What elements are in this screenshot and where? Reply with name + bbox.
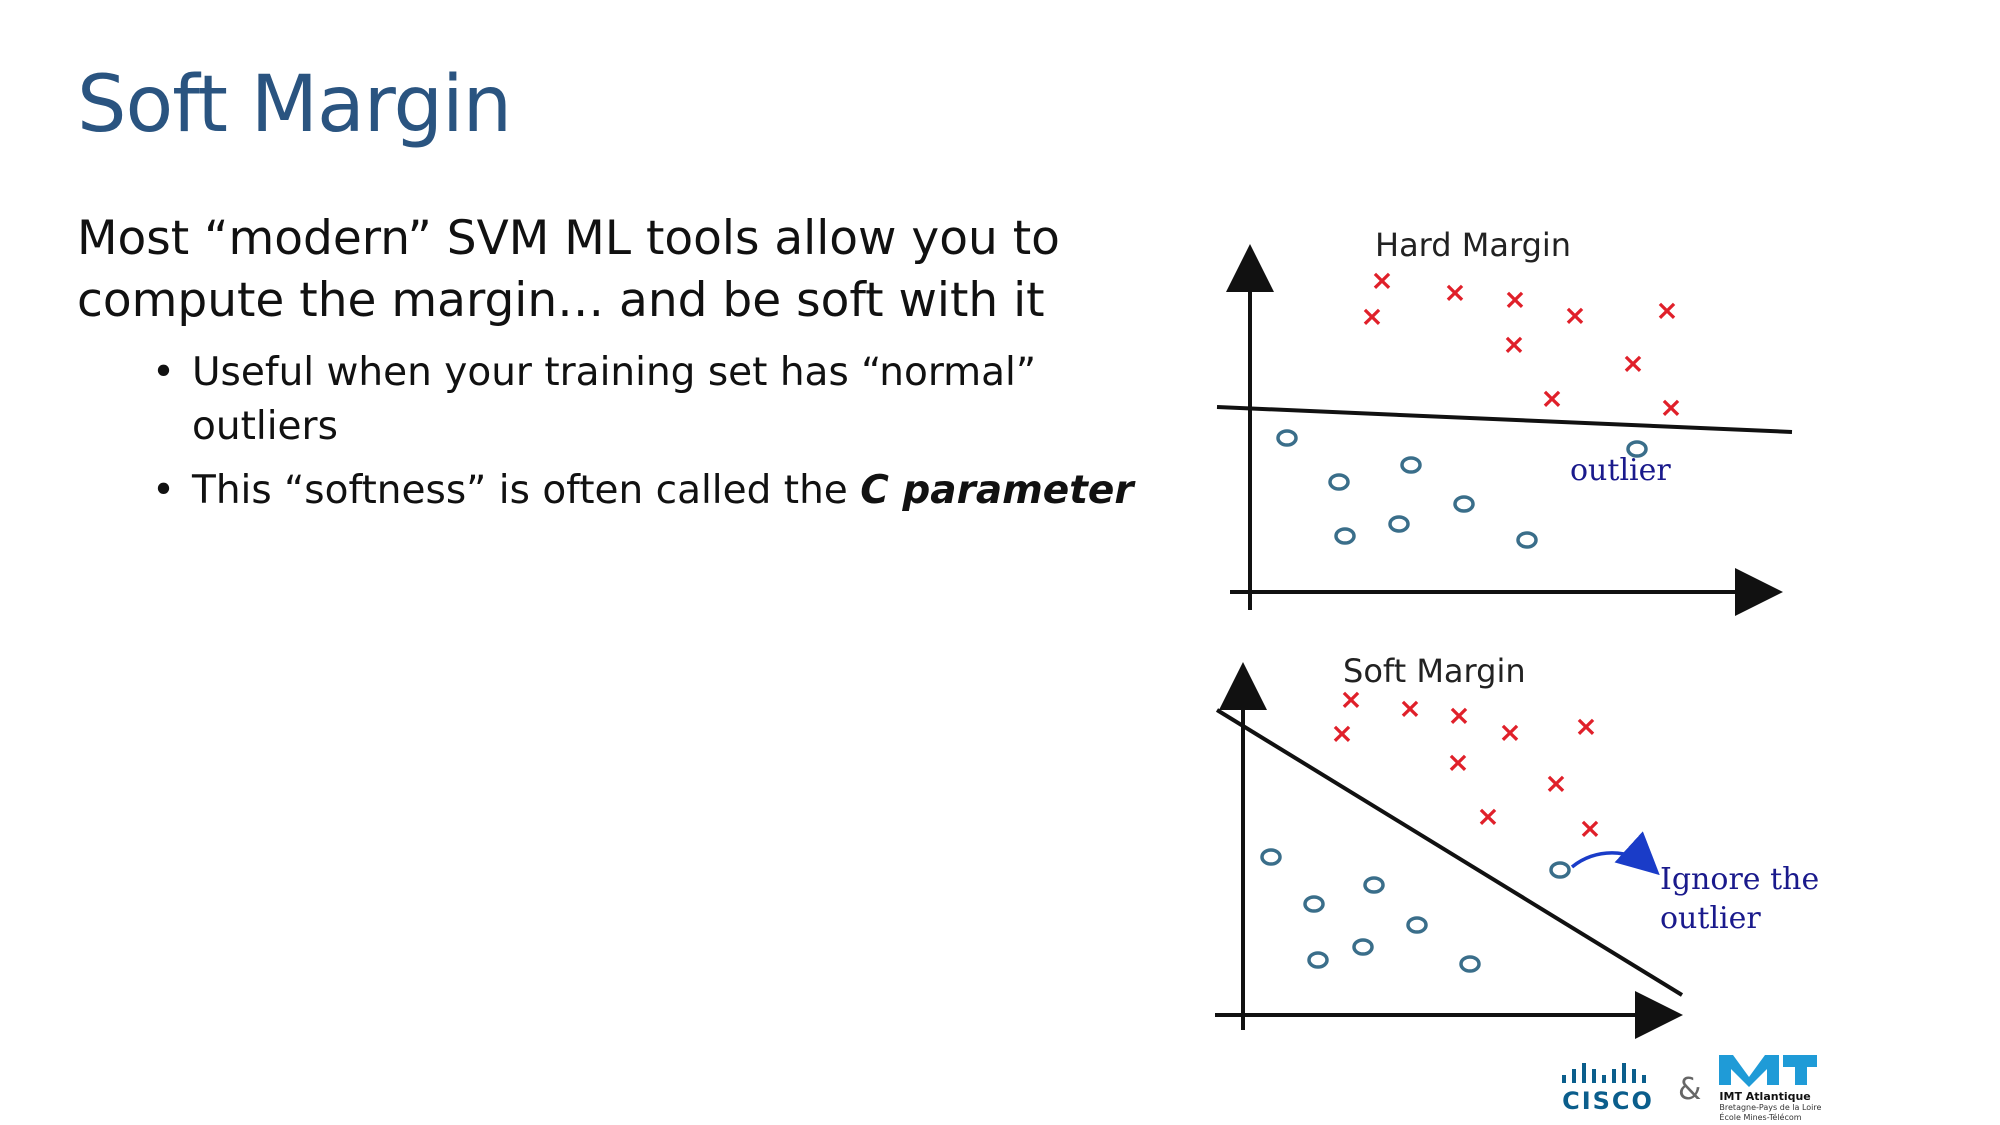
bullet-1-line-1: Useful when your training set has “norma…	[192, 350, 1037, 395]
hard-positive-points: × × × × × × × × × ×	[1360, 264, 1682, 424]
cross-icon: ×	[1498, 716, 1521, 749]
circle-point-icon	[1459, 955, 1481, 973]
cross-icon: ×	[1339, 683, 1362, 716]
imt-subtitle-1: Bretagne-Pays de la Loire	[1719, 1103, 1822, 1112]
ignore-label-line-2: outlier	[1660, 901, 1761, 936]
cross-icon: ×	[1563, 299, 1586, 332]
cisco-wordmark: CISCO	[1562, 1087, 1654, 1115]
cross-icon: ×	[1578, 812, 1601, 845]
circle-point-icon	[1328, 473, 1350, 491]
ampersand: &	[1678, 1071, 1702, 1107]
circle-point-icon	[1406, 916, 1428, 934]
hard-margin-title: Hard Margin	[1375, 226, 1571, 264]
circle-point-icon	[1388, 515, 1410, 533]
bullet-item-outliers: • Useful when your training set has “nor…	[77, 346, 1157, 454]
hard-negative-points	[1276, 429, 1648, 549]
cross-icon: ×	[1370, 264, 1393, 297]
ignore-arrow-icon	[1570, 831, 1660, 876]
circle-point-icon	[1400, 456, 1422, 474]
slide-title: Soft Margin	[77, 60, 512, 150]
imt-subtitle-2: École Mines-Télécom	[1719, 1113, 1802, 1122]
cisco-logo: CISCO	[1560, 1063, 1656, 1115]
ignore-label-line-1: Ignore the	[1660, 862, 1819, 897]
bullet-1-line-2: outliers	[192, 404, 338, 449]
cross-icon: ×	[1621, 347, 1644, 380]
circle-point-icon	[1276, 429, 1298, 447]
hard-margin-boundary	[1216, 405, 1793, 434]
cisco-bars-icon	[1562, 1063, 1646, 1083]
soft-margin-title: Soft Margin	[1343, 652, 1526, 690]
circle-point-icon	[1334, 527, 1356, 545]
soft-negative-points	[1260, 848, 1571, 973]
circle-point-icon	[1516, 531, 1538, 549]
bullet-2-text: This “softness” is often called the	[192, 468, 861, 513]
svm-margin-diagram: Hard Margin × × × × × × × × × × outlier	[1215, 226, 1819, 1039]
cross-icon: ×	[1446, 746, 1469, 779]
bullet-dot-icon: •	[152, 350, 176, 395]
imt-logo: IMT Atlantique Bretagne-Pays de la Loire…	[1719, 1055, 1821, 1123]
outlier-point-icon	[1626, 440, 1648, 458]
cross-icon: ×	[1659, 391, 1682, 424]
soft-margin-panel: Soft Margin × × × × × × × × × × Ignore t…	[1215, 652, 1819, 1039]
hard-margin-panel: Hard Margin × × × × × × × × × × outlier	[1216, 226, 1793, 616]
cross-icon: ×	[1574, 710, 1597, 743]
cross-icon: ×	[1360, 300, 1383, 333]
lead-line-2: compute the margin… and be soft with it	[77, 273, 1045, 328]
slide-body: Most “modern” SVM ML tools allow you to …	[77, 208, 1157, 528]
imt-mark-icon	[1719, 1055, 1818, 1087]
c-parameter-emphasis: C parameter	[860, 468, 1134, 513]
lead-line-1: Most “modern” SVM ML tools allow you to	[77, 211, 1060, 266]
circle-point-icon	[1453, 495, 1475, 513]
hard-outlier-label: outlier	[1570, 453, 1671, 488]
footer-logos: CISCO & IMT Atlantique Bretagne-Pays de …	[1560, 1055, 1821, 1123]
cross-icon: ×	[1503, 283, 1526, 316]
cross-icon: ×	[1655, 294, 1678, 327]
bullet-item-c-parameter: • This “softness” is often called the C …	[77, 464, 1157, 518]
cross-icon: ×	[1540, 382, 1563, 415]
soft-positive-points: × × × × × × × × × ×	[1330, 683, 1601, 845]
cross-icon: ×	[1330, 717, 1353, 750]
circle-point-icon	[1307, 951, 1329, 969]
lead-paragraph: Most “modern” SVM ML tools allow you to …	[77, 208, 1157, 332]
circle-point-icon	[1260, 848, 1282, 866]
circle-point-icon	[1352, 938, 1374, 956]
cross-icon: ×	[1443, 276, 1466, 309]
bullet-2-line: This “softness” is often called the C pa…	[192, 464, 1157, 518]
cross-icon: ×	[1447, 699, 1470, 732]
soft-margin-boundary	[1215, 708, 1684, 997]
cross-icon: ×	[1502, 328, 1525, 361]
circle-point-icon	[1303, 895, 1325, 913]
circle-point-icon	[1363, 876, 1385, 894]
cross-icon: ×	[1544, 767, 1567, 800]
bullet-list: • Useful when your training set has “nor…	[77, 346, 1157, 518]
imt-name: IMT Atlantique	[1719, 1090, 1811, 1103]
cross-icon: ×	[1476, 800, 1499, 833]
bullet-dot-icon: •	[152, 468, 176, 513]
outlier-point-icon	[1549, 861, 1571, 879]
cross-icon: ×	[1398, 692, 1421, 725]
